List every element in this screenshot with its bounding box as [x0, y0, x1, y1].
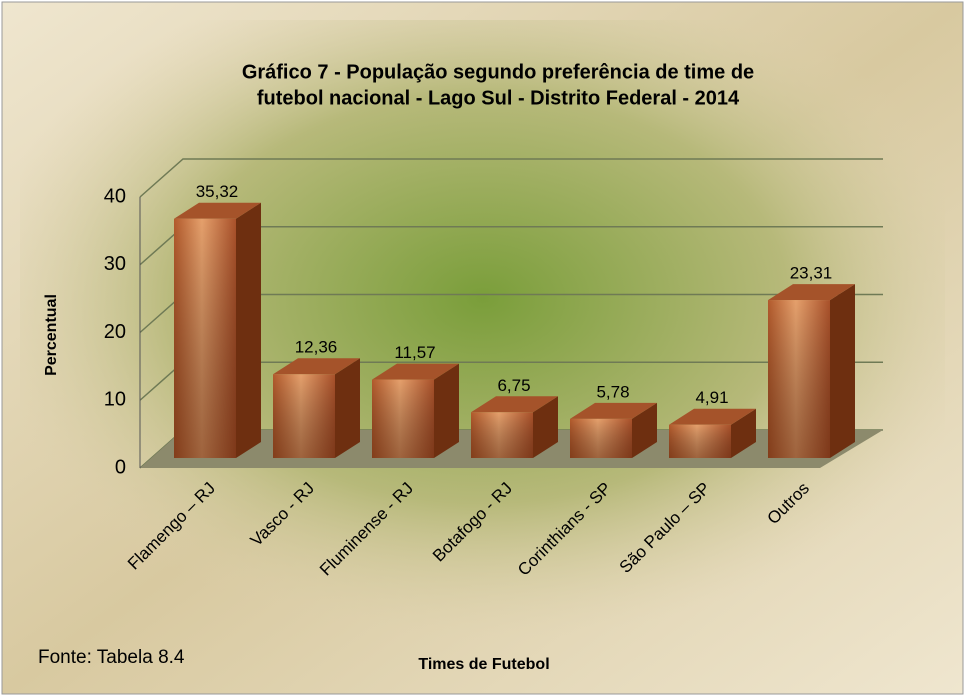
value-label: 23,31 — [790, 264, 833, 283]
bar — [174, 202, 261, 458]
bar-top — [768, 284, 855, 301]
value-label: 4,91 — [695, 388, 728, 407]
bar — [570, 402, 657, 458]
bar — [471, 396, 558, 458]
chart-title: Gráfico 7 - População segundo preferênci… — [242, 61, 754, 83]
bar-shade — [471, 412, 533, 458]
y-tick-label: 30 — [104, 253, 126, 275]
bar-top — [273, 358, 360, 375]
bar-shade — [768, 300, 830, 458]
bar-shade — [273, 374, 335, 458]
bar-top — [174, 202, 261, 219]
x-axis-label: Times de Futebol — [418, 656, 549, 673]
grid-line — [139, 158, 883, 198]
bar-shade — [372, 379, 434, 458]
y-tick-label: 40 — [104, 185, 126, 207]
bar-shade — [669, 424, 731, 458]
bar — [372, 363, 459, 458]
bar-top — [471, 396, 558, 413]
y-tick-label: 20 — [104, 321, 126, 343]
bar-top — [570, 402, 657, 419]
bar-side — [434, 363, 459, 458]
bar-top — [372, 363, 459, 380]
value-label: 35,32 — [196, 182, 239, 201]
chart-title: futebol nacional - Lago Sul - Distrito F… — [257, 87, 740, 109]
y-axis-label: Percentual — [43, 294, 60, 376]
bar-side — [731, 408, 756, 458]
value-label: 5,78 — [596, 382, 629, 401]
y-tick-label: 0 — [115, 456, 126, 478]
value-label: 12,36 — [295, 338, 338, 357]
bar — [669, 408, 756, 458]
value-label: 6,75 — [497, 376, 530, 395]
bar-top — [669, 408, 756, 425]
bar — [273, 358, 360, 458]
bar-side — [335, 358, 360, 458]
bar-side — [830, 284, 855, 458]
bar-side — [533, 396, 558, 458]
bar-side — [236, 202, 261, 458]
bar — [768, 284, 855, 458]
y-tick-label: 10 — [104, 389, 126, 411]
bar-shade — [570, 418, 632, 458]
bar-shade — [174, 218, 236, 458]
value-label: 11,57 — [394, 343, 435, 362]
bar-side — [632, 402, 657, 458]
source: Fonte: Tabela 8.4 — [38, 647, 185, 668]
